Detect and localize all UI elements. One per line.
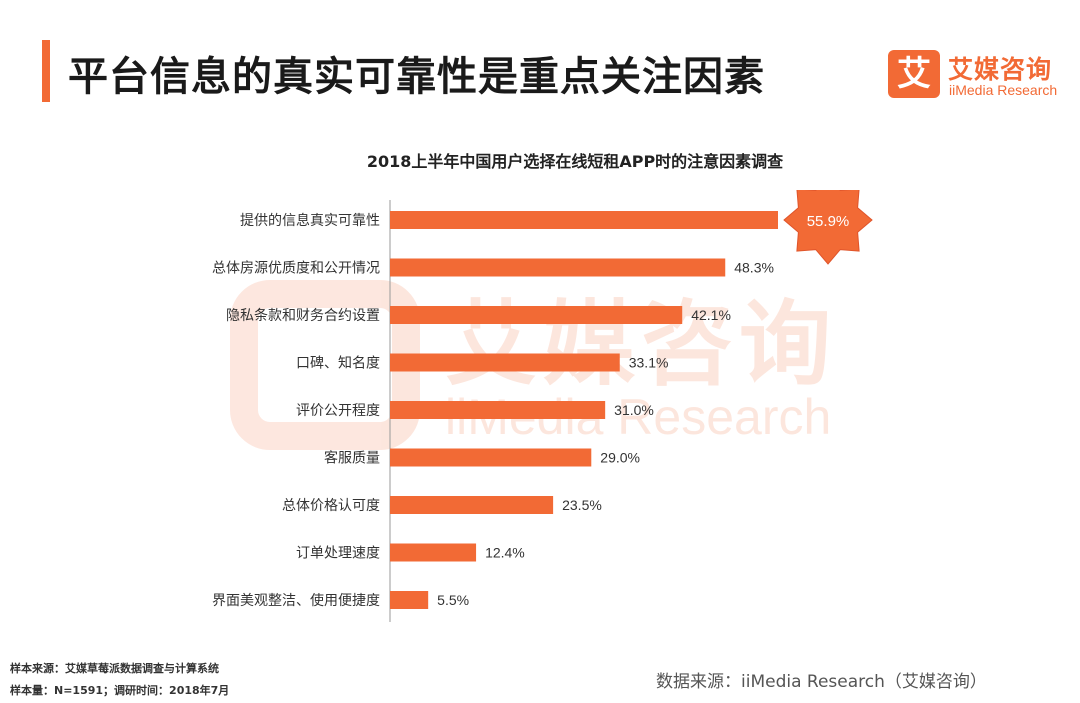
category-label: 界面美观整洁、使用便捷度 xyxy=(212,592,380,609)
value-label: 31.0% xyxy=(614,402,654,418)
value-label: 33.1% xyxy=(629,355,669,371)
sample-source: 样本来源：艾媒草莓派数据调查与计算系统 xyxy=(10,662,219,675)
highlight-starburst xyxy=(783,190,873,265)
bar-chart: 提供的信息真实可靠性 55.9% 总体房源优质度和公开情况 48.3% 隐私条款和财务合… xyxy=(0,190,1080,630)
brand-logo: 艾 艾媒咨询 iiMedia Research xyxy=(888,48,1058,104)
footer-notes: 样本来源：艾媒草莓派数据调查与计算系统 样本量：N=1591；调研时间：2018… xyxy=(10,658,229,702)
value-label: 42.1% xyxy=(691,307,731,323)
logo-glyph: 艾 xyxy=(888,50,940,98)
bar xyxy=(390,448,592,467)
bar xyxy=(390,211,778,229)
bar xyxy=(390,258,726,277)
value-label: 5.5% xyxy=(437,592,469,608)
value-label: 48.3% xyxy=(734,260,774,276)
category-label: 总体房源优质度和公开情况 xyxy=(212,261,380,277)
value-label: 29.0% xyxy=(600,450,640,466)
logo-subtitle: iiMedia Research xyxy=(949,82,1058,98)
bar xyxy=(390,543,477,562)
chart-title: 2018上半年中国用户选择在线短租APP时的注意因素调查 xyxy=(366,152,784,171)
logo-name: 艾媒咨询 xyxy=(948,55,1053,84)
bar xyxy=(390,306,683,324)
bar xyxy=(390,353,620,372)
category-label: 客服质量 xyxy=(324,450,380,467)
title-accent-bar xyxy=(42,40,50,102)
category-label: 订单处理速度 xyxy=(296,546,380,562)
category-label: 口碑、知名度 xyxy=(296,355,380,372)
category-label: 提供的信息真实可靠性 xyxy=(240,212,380,229)
bar xyxy=(390,496,554,514)
bar xyxy=(390,401,606,419)
data-source: 数据来源：iiMedia Research（艾媒咨询） xyxy=(656,672,987,692)
category-label: 总体价格认可度 xyxy=(282,498,380,514)
category-label: 隐私条款和财务合约设置 xyxy=(226,307,380,324)
page-title: 平台信息的真实可靠性是重点关注因素 xyxy=(68,54,765,100)
category-label: 评价公开程度 xyxy=(296,403,380,419)
bar-chart-svg: 提供的信息真实可靠性 55.9% 总体房源优质度和公开情况 48.3% 隐私条款和财务合… xyxy=(212,190,873,622)
value-label: 23.5% xyxy=(562,497,602,513)
value-label: 12.4% xyxy=(485,545,525,561)
bar xyxy=(390,591,429,609)
value-label: 55.9% xyxy=(807,213,850,230)
sample-size: 样本量：N=1591；调研时间：2018年7月 xyxy=(10,684,230,697)
